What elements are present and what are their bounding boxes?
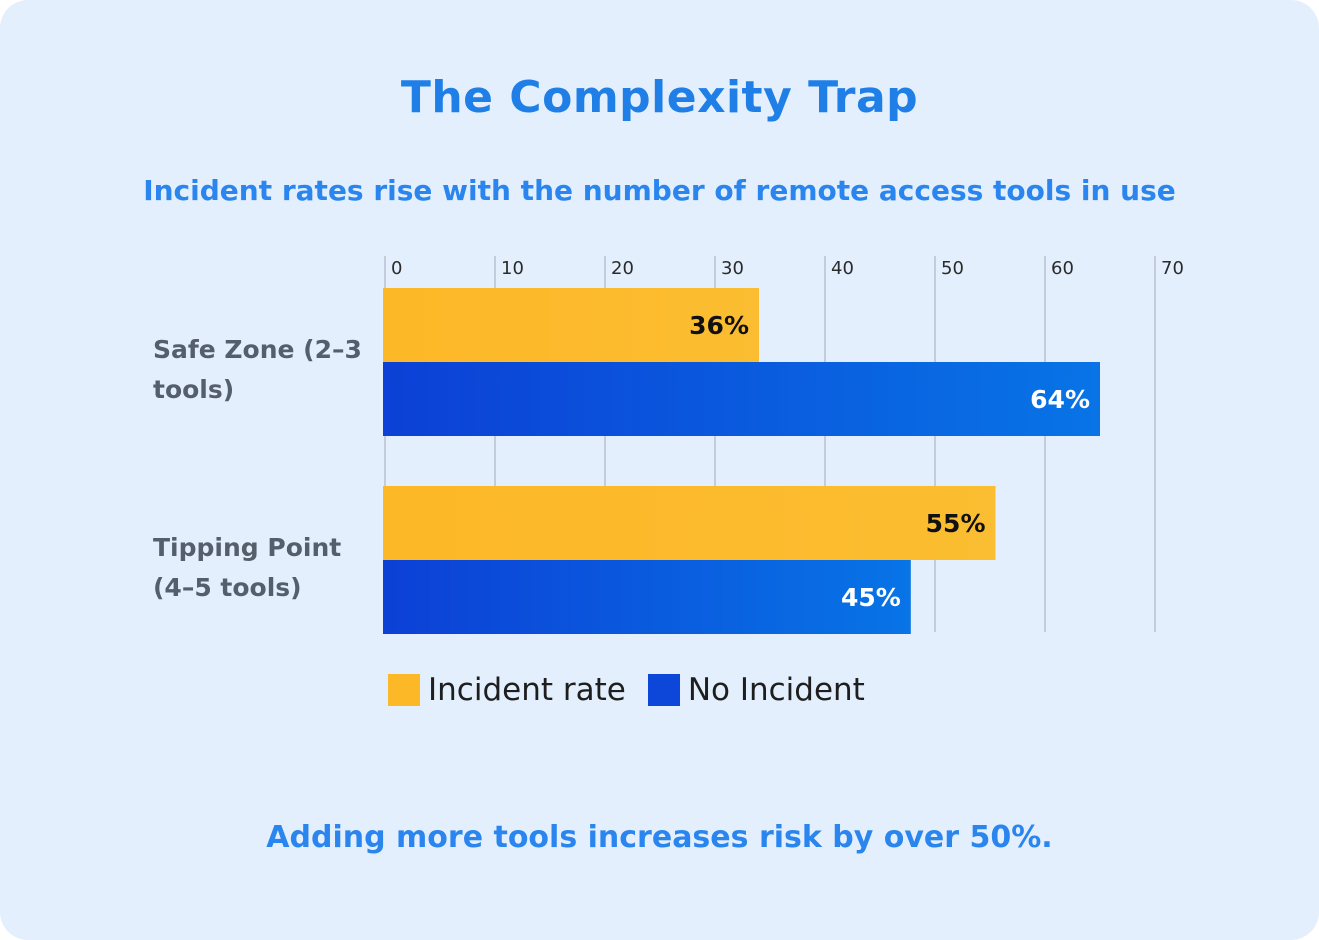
labels: Safe Zone (2–3 tools) 36% 64% Tipping Point (… [153,311,1090,612]
x-tick-label-0: 0 [391,258,402,279]
legend: Incident rate No Incident [388,672,887,708]
bar-no-incident-0 [383,362,1100,436]
x-tick-label-10: 10 [501,258,524,279]
x-tick-label-20: 20 [611,258,634,279]
category-label-1-line-1: (4–5 tools) [153,573,302,602]
legend-label-incident: Incident rate [428,672,626,708]
chart-subtitle: Incident rates rise with the number of r… [143,174,1176,207]
category-label-1-line-0: Tipping Point [153,533,341,562]
bar-incident-0 [383,288,759,362]
bar-no-incident-1 [383,560,911,634]
category-label-0-line-1: tools) [153,375,234,404]
x-axis-ticks: 0 10 20 30 40 50 60 70 [391,258,1184,279]
x-tick-label-50: 50 [941,258,964,279]
legend-swatch-no-incident [647,674,680,706]
x-tick-label-70: 70 [1161,258,1184,279]
legend-item-incident: Incident rate [388,672,626,708]
bar-incident-1 [383,486,996,560]
bar-chart: 0 10 20 30 40 50 60 70 Safe Zone (2–3 tools) 36% 6… [153,256,1184,634]
data-label-incident-0: 36% [689,311,749,340]
category-label-0-line-0: Safe Zone (2–3 [153,335,362,364]
data-label-no-incident-0: 64% [1030,385,1090,414]
x-tick-label-40: 40 [831,258,854,279]
chart-title: The Complexity Trap [400,72,919,123]
x-tick-label-30: 30 [721,258,744,279]
legend-swatch-incident [388,674,420,706]
bars [383,288,1100,634]
data-label-incident-1: 55% [926,509,986,538]
legend-item-no-incident: No Incident [647,672,865,708]
x-tick-label-60: 60 [1051,258,1074,279]
data-label-no-incident-1: 45% [841,583,901,612]
legend-label-no-incident: No Incident [687,672,865,708]
chart-footer-note: Adding more tools increases risk by over… [266,820,1053,855]
